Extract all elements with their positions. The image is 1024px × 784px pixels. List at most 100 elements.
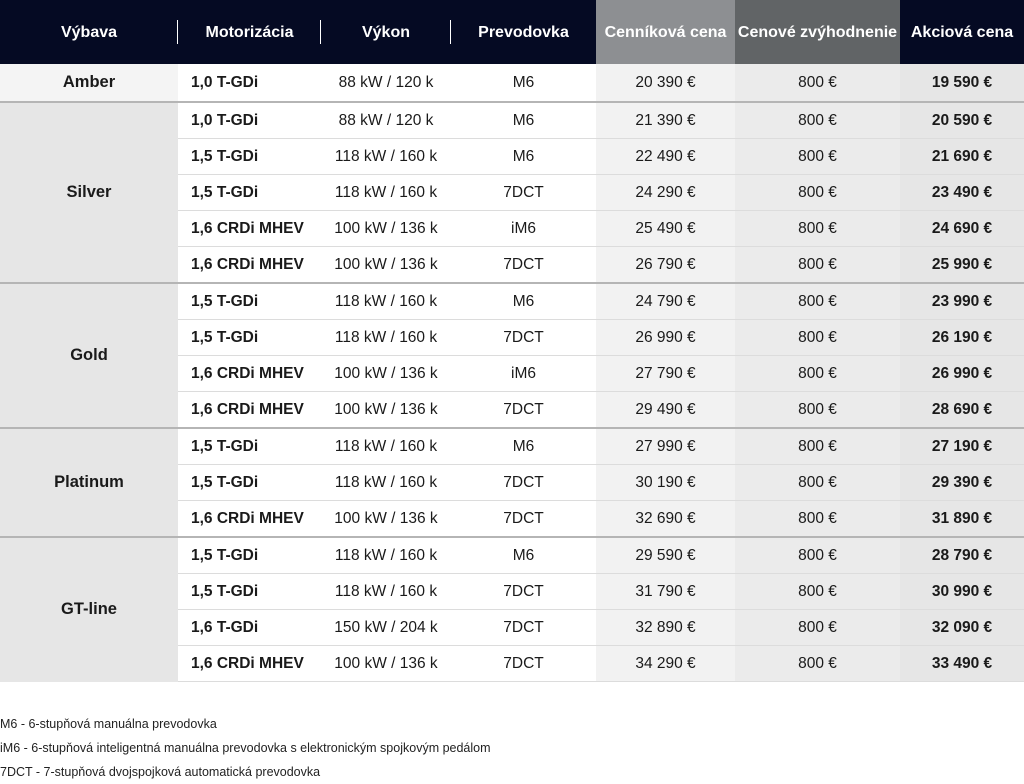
motorizacia-cell: 1,0 T-GDi — [178, 64, 321, 103]
zvyhodnenie-cell: 800 € — [735, 464, 900, 501]
cennikova-cena-cell: 32 690 € — [596, 500, 735, 538]
vykon-cell: 100 kW / 136 k — [321, 500, 451, 538]
table-row: 1,6 CRDi MHEV 100 kW / 136 k 7DCT 29 490 €8… — [0, 391, 1024, 429]
vykon-cell: 118 kW / 160 k — [321, 427, 451, 465]
motorizacia-cell: 1,6 CRDi MHEV — [178, 355, 321, 392]
table-row: 1,5 T-GDi 118 kW / 160 k 7DCT 26 990 €800 €… — [0, 319, 1024, 356]
akciova-cena-cell: 25 990 € — [900, 246, 1024, 284]
vykon-cell: 100 kW / 136 k — [321, 645, 451, 682]
cennikova-cena-cell: 26 990 € — [596, 319, 735, 356]
zvyhodnenie-cell: 800 € — [735, 282, 900, 320]
akciova-cena-cell: 24 690 € — [900, 210, 1024, 247]
motorizacia-cell: 1,6 CRDi MHEV — [178, 645, 321, 682]
table-row: Silver 1,0 T-GDi 88 kW / 120 k M6 21 390 €80… — [0, 101, 1024, 283]
header-vybava: Výbava — [0, 0, 178, 64]
motorizacia-cell: 1,5 T-GDi — [178, 319, 321, 356]
motorizacia-cell: 1,5 T-GDi — [178, 174, 321, 211]
vykon-cell: 118 kW / 160 k — [321, 464, 451, 501]
prevodovka-cell: 7DCT — [451, 609, 596, 646]
motorizacia-cell: 1,6 CRDi MHEV — [178, 500, 321, 538]
zvyhodnenie-cell: 800 € — [735, 174, 900, 211]
table-row: Amber 1,0 T-GDi 88 kW / 120 k M6 20 390 €800… — [0, 64, 1024, 103]
akciova-cena-cell: 29 390 € — [900, 464, 1024, 501]
prevodovka-cell: iM6 — [451, 355, 596, 392]
table-row: 1,5 T-GDi 118 kW / 160 k 7DCT 24 290 €800 €… — [0, 174, 1024, 211]
table-row: 1,6 CRDi MHEV 100 kW / 136 k 7DCT 26 790 €8… — [0, 246, 1024, 284]
prevodovka-cell: M6 — [451, 536, 596, 574]
akciova-cena-cell: 27 190 € — [900, 427, 1024, 465]
header-cenove-zvyhodnenie: Cenové zvýhodnenie — [735, 0, 900, 64]
prevodovka-cell: 7DCT — [451, 246, 596, 284]
vykon-cell: 118 kW / 160 k — [321, 573, 451, 610]
header-prevodovka: Prevodovka — [451, 0, 596, 64]
header-row: Výbava Motorizácia Výkon Prevodovka Cenn… — [0, 0, 1024, 64]
prevodovka-cell: 7DCT — [451, 464, 596, 501]
motorizacia-cell: 1,5 T-GDi — [178, 536, 321, 574]
trim-cell: Platinum — [0, 427, 178, 537]
vykon-cell: 100 kW / 136 k — [321, 391, 451, 429]
footnote-im6: iM6 - 6-stupňová inteligentná manuálna p… — [0, 741, 491, 755]
zvyhodnenie-cell: 800 € — [735, 609, 900, 646]
cennikova-cena-cell: 24 790 € — [596, 282, 735, 320]
motorizacia-cell: 1,0 T-GDi — [178, 101, 321, 139]
footnote-m6: M6 - 6-stupňová manuálna prevodovka — [0, 717, 217, 731]
vykon-cell: 118 kW / 160 k — [321, 138, 451, 175]
table-row: GT-line 1,5 T-GDi 118 kW / 160 k M6 29 590 €… — [0, 536, 1024, 682]
akciova-cena-cell: 21 690 € — [900, 138, 1024, 175]
cennikova-cena-cell: 27 790 € — [596, 355, 735, 392]
motorizacia-cell: 1,5 T-GDi — [178, 138, 321, 175]
vykon-cell: 150 kW / 204 k — [321, 609, 451, 646]
vykon-cell: 88 kW / 120 k — [321, 101, 451, 139]
motorizacia-cell: 1,6 CRDi MHEV — [178, 246, 321, 284]
motorizacia-cell: 1,5 T-GDi — [178, 427, 321, 465]
table-row: 1,6 T-GDi 150 kW / 204 k 7DCT 32 890 €800 €… — [0, 609, 1024, 646]
cennikova-cena-cell: 29 590 € — [596, 536, 735, 574]
akciova-cena-cell: 28 790 € — [900, 536, 1024, 574]
table-row: 1,6 CRDi MHEV 100 kW / 136 k 7DCT 34 290 €8… — [0, 645, 1024, 682]
trim-cell: Silver — [0, 101, 178, 283]
prevodovka-cell: 7DCT — [451, 391, 596, 429]
zvyhodnenie-cell: 800 € — [735, 138, 900, 175]
prevodovka-cell: 7DCT — [451, 573, 596, 610]
table-row: 1,6 CRDi MHEV 100 kW / 136 k iM6 25 490 €80… — [0, 210, 1024, 247]
motorizacia-cell: 1,5 T-GDi — [178, 282, 321, 320]
cennikova-cena-cell: 30 190 € — [596, 464, 735, 501]
motorizacia-cell: 1,5 T-GDi — [178, 464, 321, 501]
footnote-7dct: 7DCT - 7-stupňová dvojspojková automatic… — [0, 765, 321, 779]
prevodovka-cell: 7DCT — [451, 645, 596, 682]
cennikova-cena-cell: 26 790 € — [596, 246, 735, 284]
trim-cell: Amber — [0, 64, 178, 102]
vykon-cell: 100 kW / 136 k — [321, 355, 451, 392]
zvyhodnenie-cell: 800 € — [735, 319, 900, 356]
table-row: Platinum 1,5 T-GDi 118 kW / 160 k M6 27 990 … — [0, 427, 1024, 537]
akciova-cena-cell: 26 990 € — [900, 355, 1024, 392]
akciova-cena-cell: 31 890 € — [900, 500, 1024, 538]
table-row: Gold 1,5 T-GDi 118 kW / 160 k M6 24 790 €800… — [0, 282, 1024, 428]
footnotes: M6 - 6-stupňová manuálna prevodovka iM6 … — [0, 712, 1024, 784]
cennikova-cena-cell: 27 990 € — [596, 427, 735, 465]
table-row: 1,5 T-GDi 118 kW / 160 k 7DCT 30 190 €800 €… — [0, 464, 1024, 501]
akciova-cena-cell: 23 990 € — [900, 282, 1024, 320]
akciova-cena-cell: 20 590 € — [900, 101, 1024, 139]
prevodovka-cell: 7DCT — [451, 500, 596, 538]
zvyhodnenie-cell: 800 € — [735, 500, 900, 538]
prevodovka-cell: 7DCT — [451, 319, 596, 356]
prevodovka-cell: M6 — [451, 138, 596, 175]
cennikova-cena-cell: 32 890 € — [596, 609, 735, 646]
motorizacia-cell: 1,5 T-GDi — [178, 573, 321, 610]
price-table: Výbava Motorizácia Výkon Prevodovka Cenn… — [0, 0, 1024, 682]
zvyhodnenie-cell: 800 € — [735, 64, 900, 103]
vykon-cell: 118 kW / 160 k — [321, 536, 451, 574]
zvyhodnenie-cell: 800 € — [735, 210, 900, 247]
motorizacia-cell: 1,6 CRDi MHEV — [178, 210, 321, 247]
zvyhodnenie-cell: 800 € — [735, 536, 900, 574]
akciova-cena-cell: 23 490 € — [900, 174, 1024, 211]
motorizacia-cell: 1,6 CRDi MHEV — [178, 391, 321, 429]
header-akciova-cena: Akciová cena — [900, 0, 1024, 64]
cennikova-cena-cell: 29 490 € — [596, 391, 735, 429]
zvyhodnenie-cell: 800 € — [735, 355, 900, 392]
table-row: 1,6 CRDi MHEV 100 kW / 136 k iM6 27 790 €80… — [0, 355, 1024, 392]
cennikova-cena-cell: 31 790 € — [596, 573, 735, 610]
akciova-cena-cell: 33 490 € — [900, 645, 1024, 682]
prevodovka-cell: M6 — [451, 427, 596, 465]
